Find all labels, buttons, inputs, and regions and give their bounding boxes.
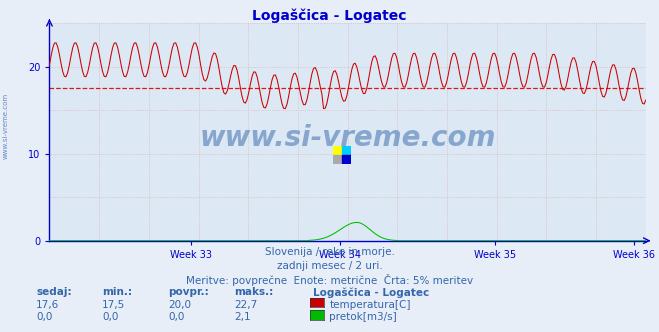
Text: Logaščica - Logatec: Logaščica - Logatec	[252, 8, 407, 23]
Text: www.si-vreme.com: www.si-vreme.com	[200, 124, 496, 152]
Text: 0,0: 0,0	[102, 312, 119, 322]
Bar	[333, 146, 342, 155]
Text: Meritve: povprečne  Enote: metrične  Črta: 5% meritev: Meritve: povprečne Enote: metrične Črta:…	[186, 274, 473, 286]
Bar	[333, 155, 342, 164]
Text: zadnji mesec / 2 uri.: zadnji mesec / 2 uri.	[277, 261, 382, 271]
Text: 2,1: 2,1	[234, 312, 250, 322]
Text: 0,0: 0,0	[168, 312, 185, 322]
Bar	[342, 146, 351, 155]
Text: 17,5: 17,5	[102, 300, 125, 310]
Text: Slovenija / reke in morje.: Slovenija / reke in morje.	[264, 247, 395, 257]
Text: pretok[m3/s]: pretok[m3/s]	[330, 312, 397, 322]
Text: www.si-vreme.com: www.si-vreme.com	[2, 93, 9, 159]
Text: povpr.:: povpr.:	[168, 287, 209, 297]
Text: 22,7: 22,7	[234, 300, 257, 310]
Text: min.:: min.:	[102, 287, 132, 297]
Text: 17,6: 17,6	[36, 300, 59, 310]
Text: Logaščica - Logatec: Logaščica - Logatec	[313, 287, 429, 298]
Text: 20,0: 20,0	[168, 300, 191, 310]
Text: sedaj:: sedaj:	[36, 287, 72, 297]
Text: temperatura[C]: temperatura[C]	[330, 300, 411, 310]
Text: 0,0: 0,0	[36, 312, 53, 322]
Text: maks.:: maks.:	[234, 287, 273, 297]
Bar	[342, 155, 351, 164]
